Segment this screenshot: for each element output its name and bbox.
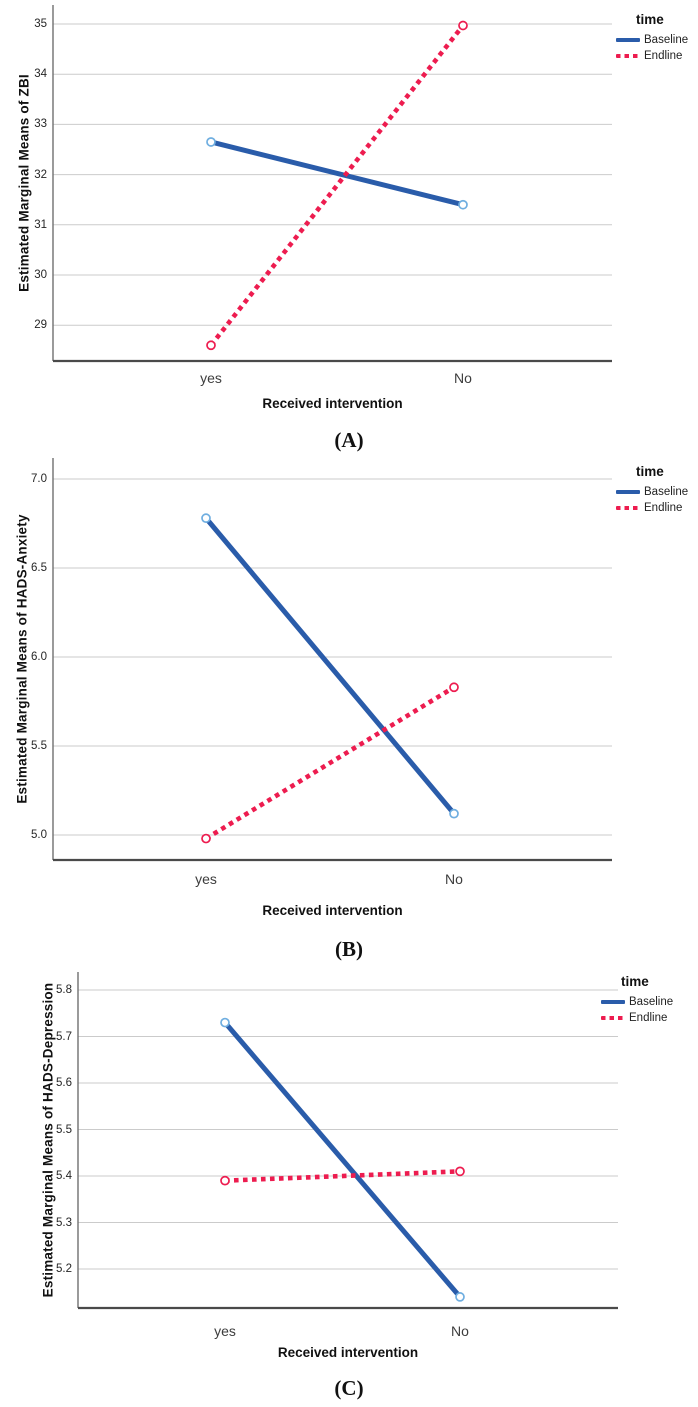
- y-tick-label: 5.8: [56, 984, 72, 996]
- endline-line-swatch: [601, 1015, 625, 1021]
- legend-entry-baseline: Baseline: [601, 994, 673, 1010]
- panel-caption: (A): [334, 428, 364, 452]
- endline-line-swatch: [616, 53, 640, 59]
- x-category-label: yes: [200, 370, 222, 386]
- baseline-series-line: [203, 515, 457, 817]
- y-axis-title: Estimated Marginal Means of ZBI: [16, 74, 32, 292]
- legend-title: time: [636, 464, 664, 479]
- baseline-data-point-marker: [220, 1017, 230, 1028]
- legend-entry-label: Endline: [644, 502, 683, 514]
- panel-caption: (B): [335, 937, 363, 961]
- legend-entry-baseline: Baseline: [616, 32, 688, 48]
- x-category-label: No: [451, 1323, 469, 1339]
- legend-entry-baseline: Baseline: [616, 484, 688, 500]
- legend-entry-endline: Endline: [616, 48, 688, 64]
- y-tick-label: 31: [34, 218, 47, 231]
- y-tick-label: 6.5: [31, 562, 47, 574]
- endline-data-point-marker: [449, 682, 459, 693]
- baseline-series-line: [208, 139, 466, 208]
- legend-entry-label: Baseline: [644, 34, 689, 46]
- y-tick-label: 5.2: [56, 1263, 72, 1275]
- endline-series-line: [224, 1169, 461, 1183]
- y-tick-label: 6.0: [31, 651, 47, 663]
- endline-series-line: [204, 685, 456, 841]
- legend-entry-label: Baseline: [644, 486, 689, 498]
- x-category-label: yes: [214, 1323, 236, 1339]
- y-tick-label: 33: [34, 118, 47, 131]
- y-tick-label: 5.7: [56, 1030, 72, 1043]
- baseline-line-swatch: [616, 489, 640, 495]
- legend-entry-label: Baseline: [629, 996, 674, 1008]
- legend: time Baseline Endline: [616, 12, 688, 64]
- y-tick-label: 5.6: [56, 1077, 72, 1089]
- legend-entry-label: Endline: [629, 1012, 668, 1024]
- legend: time Baseline Endline: [601, 974, 673, 1026]
- y-tick-label: 5.5: [31, 740, 47, 752]
- y-tick-label: 35: [34, 18, 47, 30]
- endline-data-point-marker: [206, 340, 216, 351]
- y-tick-label: 29: [34, 319, 47, 332]
- y-tick-label: 5.5: [56, 1123, 72, 1136]
- legend-title: time: [621, 974, 649, 989]
- baseline-series-line: [222, 1020, 463, 1300]
- x-category-label: No: [454, 370, 472, 386]
- endline-data-point-marker: [201, 833, 211, 844]
- y-tick-label: 34: [34, 68, 47, 81]
- y-tick-label: 5.4: [56, 1170, 72, 1182]
- legend-entry-endline: Endline: [616, 500, 688, 516]
- x-axis-title: Received intervention: [262, 903, 403, 918]
- legend: time Baseline Endline: [616, 464, 688, 516]
- y-tick-label: 5.3: [56, 1216, 72, 1229]
- baseline-data-point-marker: [458, 199, 468, 210]
- endline-data-point-marker: [455, 1166, 465, 1177]
- y-tick-label: 32: [34, 168, 47, 181]
- baseline-data-point-marker: [201, 513, 211, 524]
- x-category-label: yes: [195, 871, 217, 887]
- panel-caption: (C): [334, 1376, 364, 1400]
- x-axis-title: Received intervention: [262, 396, 403, 411]
- endline-series-line: [209, 24, 465, 347]
- endline-data-point-marker: [458, 20, 468, 31]
- baseline-data-point-marker: [206, 137, 216, 147]
- endline-data-point-marker: [220, 1175, 230, 1186]
- y-tick-label: 7.0: [31, 473, 47, 485]
- legend-entry-label: Endline: [644, 50, 683, 62]
- y-tick-label: 5.0: [31, 829, 47, 841]
- x-category-label: No: [445, 871, 463, 887]
- legend-entry-endline: Endline: [601, 1010, 673, 1026]
- legend-title: time: [636, 12, 664, 27]
- baseline-line-swatch: [601, 999, 625, 1005]
- baseline-data-point-marker: [455, 1292, 465, 1302]
- baseline-data-point-marker: [449, 808, 459, 819]
- baseline-line-swatch: [616, 37, 640, 43]
- y-tick-label: 30: [34, 269, 47, 281]
- endline-line-swatch: [616, 505, 640, 511]
- x-axis-title: Received intervention: [277, 1345, 419, 1360]
